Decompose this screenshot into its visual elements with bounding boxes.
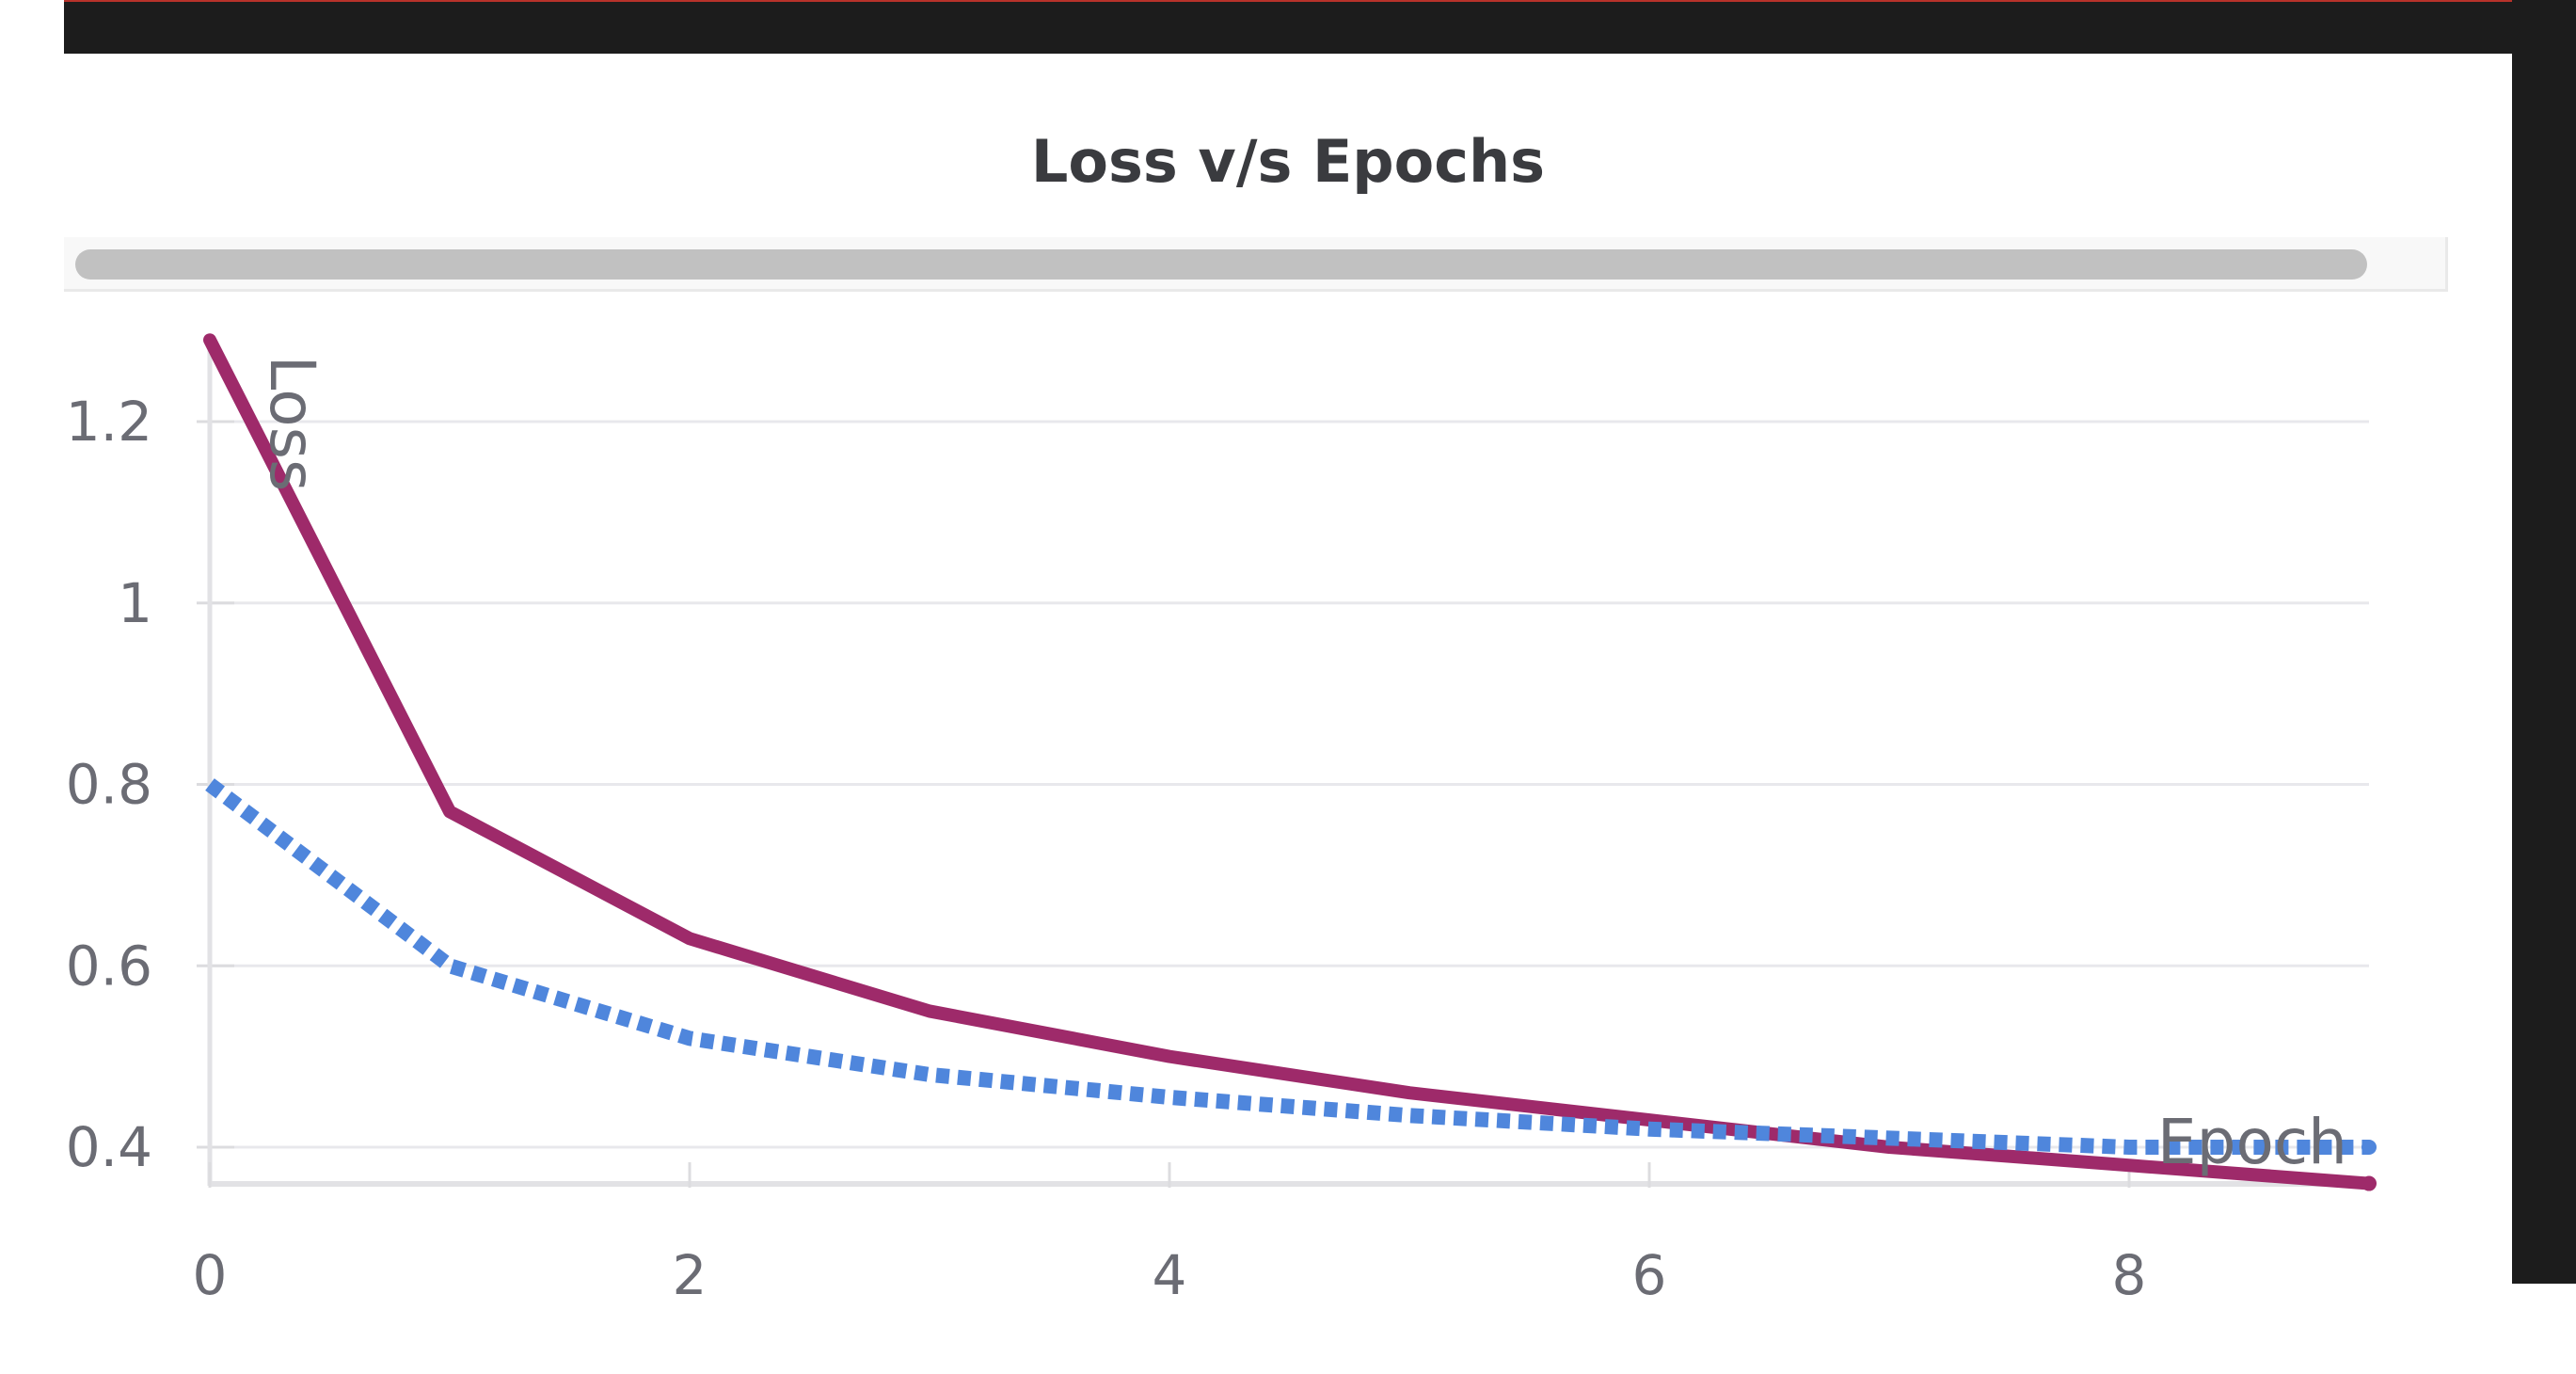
x-tick-label: 4 — [1153, 1243, 1187, 1307]
series-line-1 — [203, 333, 2376, 1190]
grid-lines — [210, 420, 2369, 1149]
x-tick-label: 2 — [673, 1243, 708, 1307]
x-tick-label: 6 — [1632, 1243, 1667, 1307]
y-axis-title: Loss — [256, 356, 328, 492]
series-line-2 — [205, 778, 2369, 1155]
window-top-bar — [64, 0, 2576, 54]
scrollbar-thumb[interactable] — [75, 249, 2367, 280]
y-tick-label: 1.2 — [66, 390, 152, 454]
y-tick-label: 0.8 — [66, 753, 152, 817]
x-tick-label: 8 — [2112, 1243, 2147, 1307]
axes — [197, 348, 2369, 1188]
y-tick-label: 0.6 — [66, 934, 152, 998]
tick-labels: 0.4 0.6 0.8 1 1.2 0 2 4 6 8 — [66, 390, 2147, 1307]
y-tick-label: 0.4 — [66, 1115, 152, 1179]
x-tick-label: 0 — [193, 1243, 228, 1307]
window-right-bar — [2512, 0, 2576, 1284]
x-axis-title: Epoch — [2157, 1106, 2347, 1178]
series-end-point-1 — [2361, 1175, 2377, 1191]
series-lines — [203, 333, 2377, 1191]
y-tick-label: 1 — [118, 571, 152, 635]
series-end-point-2 — [2361, 1140, 2377, 1155]
chart-title: Loss v/s Epochs — [1030, 127, 1546, 196]
